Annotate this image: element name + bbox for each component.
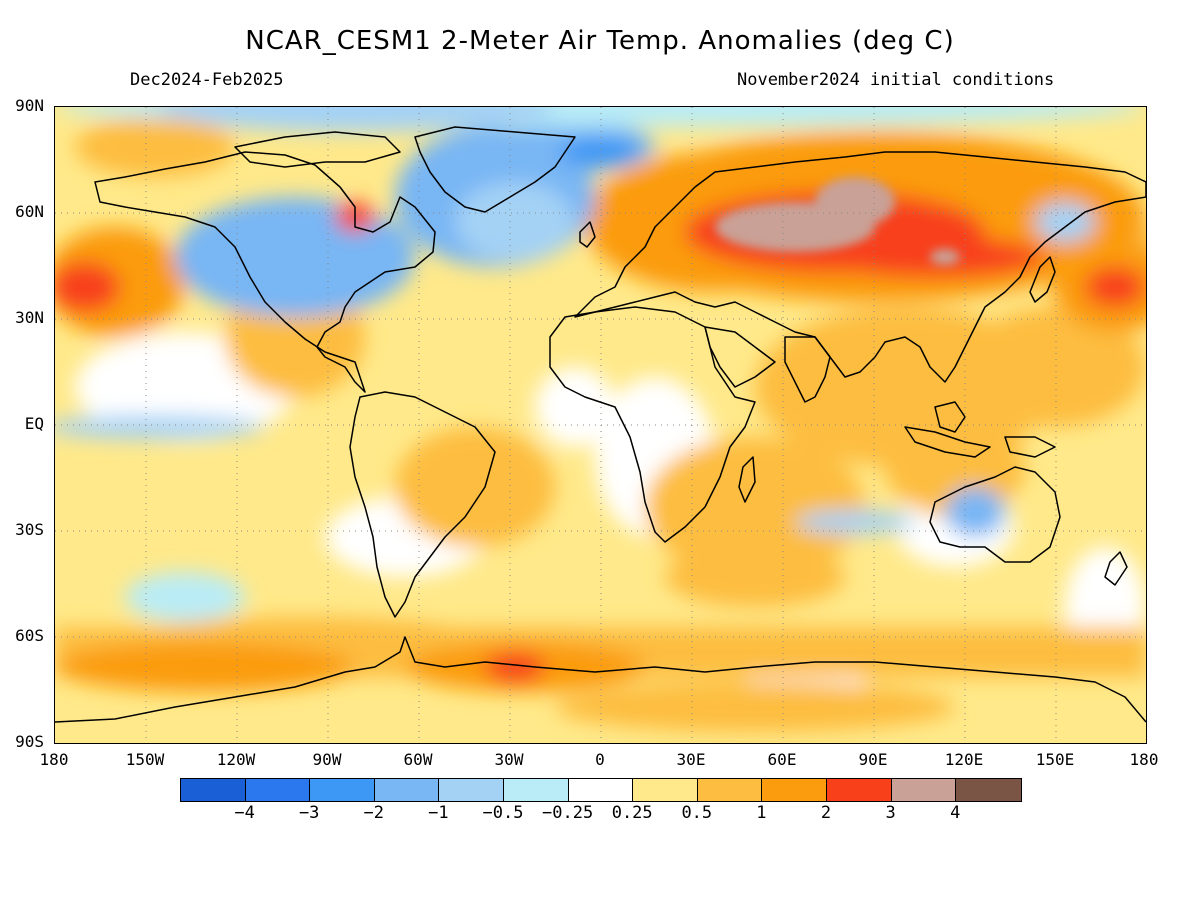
coast-australia [929,466,1061,563]
colorbar-box [697,779,763,801]
colorbar-box [310,779,375,801]
lon-label-150e: 150E [1035,750,1075,769]
coast-madagascar [738,456,756,503]
colorbar-box [762,779,827,801]
lat-label-30n: 30N [15,308,44,327]
coast-india [784,336,831,403]
coast-arabia [704,326,776,388]
colorbar-box [568,779,634,801]
lat-label-30s: 30S [15,520,44,539]
colorbar-box [503,779,569,801]
colorbar-tick-label: −0.5 [482,803,524,823]
colorbar-box [633,779,698,801]
colorbar-box [891,779,957,801]
coast-africa [549,306,756,543]
lon-label-60w: 60W [403,750,433,769]
colorbar-box [956,779,1021,801]
lon-label-90w: 90W [312,750,342,769]
lon-label-30e: 30E [676,750,706,769]
colorbar-tick-label: 0.25 [611,803,653,823]
colorbar [180,778,1022,802]
colorbar-tick-label: 0.5 [681,803,713,823]
initial-conditions: November2024 initial conditions [737,70,1055,90]
lon-label-0: 0 [595,750,605,769]
colorbar-tick-label: 4 [950,803,961,823]
colorbar-tick-label: −2 [363,803,385,823]
anomaly-map [54,106,1147,744]
colorbar-tick-label: 2 [820,803,832,823]
lon-label-60e: 60E [767,750,797,769]
colorbar-box [439,779,504,801]
coast-indonesia [904,426,991,458]
lat-label-eq: EQ [24,414,44,433]
coast-japan [1029,256,1056,303]
colorbar-box [826,779,892,801]
lon-label-150w: 150W [125,750,165,769]
colorbar-tick-label: 3 [885,803,896,823]
lon-label-180w: 180 [39,750,69,769]
lon-label-180e: 180 [1129,750,1159,769]
coast-north-america [94,151,436,393]
coast-british-isles [579,221,596,248]
colorbar-tick-label: −1 [428,803,449,823]
coast-south-america [349,391,496,618]
colorbar-tick-label: −0.25 [542,803,594,823]
colorbar-box [374,779,440,801]
lat-label-90n: 90N [15,96,44,115]
graticule [55,107,1146,743]
coast-arctic-islands [234,131,401,168]
coastlines [55,126,1146,723]
coast-borneo [934,401,966,433]
coast-greenland [414,126,576,213]
coast-eurasia [574,151,1146,383]
colorbar-tick-label: −4 [234,803,255,823]
lon-label-90e: 90E [858,750,888,769]
lon-label-120e: 120E [944,750,984,769]
lon-label-30w: 30W [494,750,524,769]
colorbar-box [245,779,311,801]
colorbar-box [181,779,246,801]
lat-label-90s: 90S [15,732,44,751]
lat-label-60s: 60S [15,626,44,645]
coast-new-zealand [1104,551,1128,586]
map-title: NCAR_CESM1 2-Meter Air Temp. Anomalies (… [245,26,955,56]
coast-antarctica [55,636,1146,723]
lon-label-120w: 120W [216,750,256,769]
coast-new-guinea [1004,436,1056,458]
colorbar-tick-label: −3 [298,803,320,823]
lat-label-60n: 60N [15,202,44,221]
extreme-warm-core [715,177,960,265]
colorbar-tick-label: 1 [756,803,767,823]
forecast-period: Dec2024-Feb2025 [130,70,284,90]
